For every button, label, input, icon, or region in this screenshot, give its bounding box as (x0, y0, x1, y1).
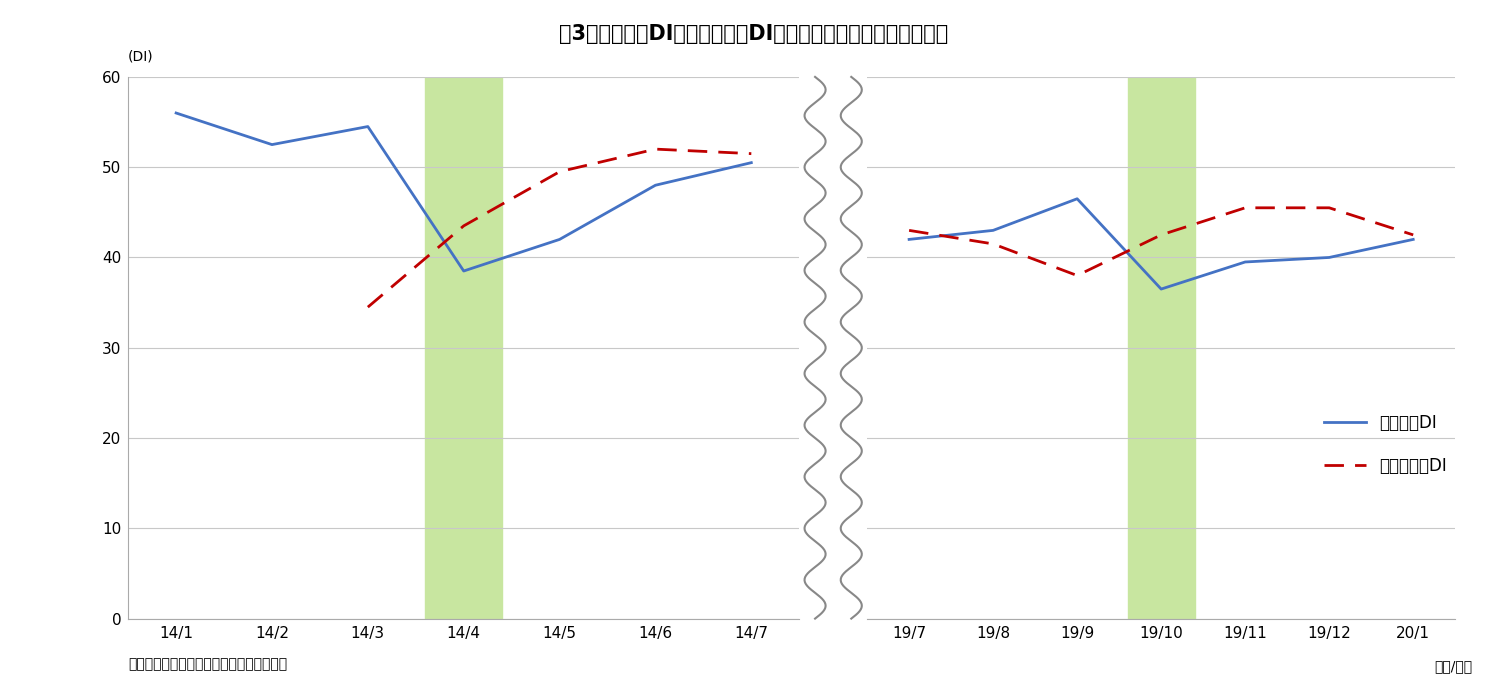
Text: （出所）内閣府「景気ウォッチャー調査」: （出所）内閣府「景気ウォッチャー調査」 (128, 657, 288, 671)
Bar (1128, 77, 1194, 619)
Text: （年/月）: （年/月） (1434, 659, 1472, 673)
Legend: 現状判断DI, 先行き判断DI: 現状判断DI, 先行き判断DI (1324, 414, 1446, 475)
Text: (DI): (DI) (128, 50, 154, 64)
Bar (425, 77, 502, 619)
Text: 図3：現状判断DIと先行き判断DIの消費税率引き上げ前後の動き: 図3：現状判断DIと先行き判断DIの消費税率引き上げ前後の動き (559, 24, 949, 45)
